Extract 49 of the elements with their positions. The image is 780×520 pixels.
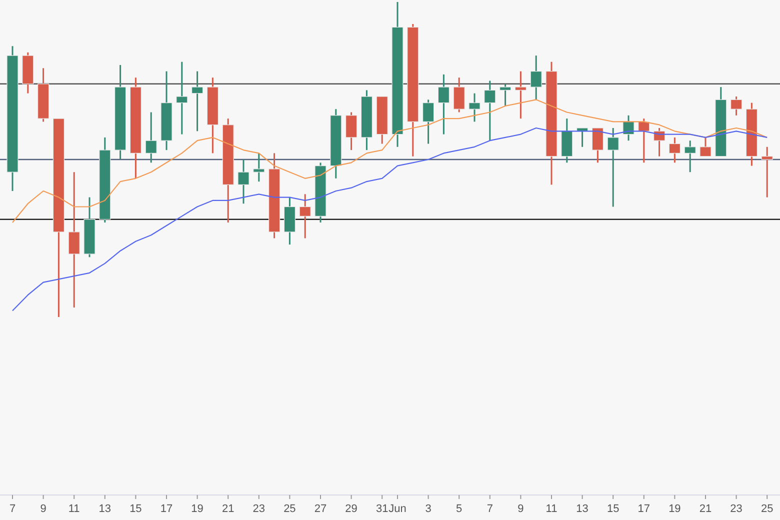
candlestick [422, 98, 434, 144]
x-tick-label: 13 [98, 503, 112, 515]
candlestick [484, 80, 496, 142]
x-tick-label: Jun [388, 503, 406, 515]
candlestick [238, 158, 250, 204]
candlestick [500, 83, 512, 107]
x-tick-label: 13 [576, 503, 588, 515]
x-tick-label: 11 [68, 503, 80, 515]
x-tick-label: 9 [518, 503, 524, 515]
candlestick [145, 112, 157, 164]
x-tick-label: 29 [345, 503, 358, 515]
x-tick-label: 19 [191, 503, 204, 515]
x-tick-label: 11 [546, 503, 558, 515]
candlestick [761, 146, 773, 198]
x-tick-label: 23 [252, 503, 266, 515]
x-tick-label: 25 [760, 503, 774, 515]
x-tick-label: 23 [730, 503, 742, 515]
x-tick-label: 7 [486, 503, 493, 515]
x-tick-label: 21 [222, 503, 234, 515]
candlestick [607, 127, 619, 208]
x-tick-label: 15 [606, 503, 620, 515]
x-tick-label: 3 [425, 503, 432, 515]
candlestick [530, 54, 542, 100]
candlestick [700, 136, 712, 158]
candlestick [592, 127, 604, 164]
candlestick [176, 61, 188, 136]
x-tick-label: 17 [160, 503, 173, 515]
candlestick [68, 171, 80, 308]
x-tick-label: 9 [40, 503, 46, 515]
candlestick [730, 96, 742, 116]
candlestick [438, 74, 450, 136]
candlestick [253, 152, 265, 182]
candlestick [468, 92, 480, 122]
candlestick [668, 136, 680, 164]
candlestick [514, 70, 526, 120]
x-tick-label: 19 [668, 503, 681, 515]
candlestick [453, 76, 465, 113]
candlestick [299, 193, 311, 239]
candlestick [346, 112, 358, 151]
x-tick-label: 25 [284, 503, 296, 515]
x-tick-label: 27 [314, 503, 327, 515]
x-tick-label: 21 [699, 503, 712, 515]
x-tick-label: 15 [130, 503, 142, 515]
candlestick [684, 140, 696, 173]
x-tick-label: 7 [9, 503, 16, 515]
x-tick-label: 17 [638, 503, 650, 515]
x-tick-label: 5 [456, 503, 462, 515]
x-tick-label: 31 [376, 503, 388, 515]
candlestick [192, 70, 204, 132]
